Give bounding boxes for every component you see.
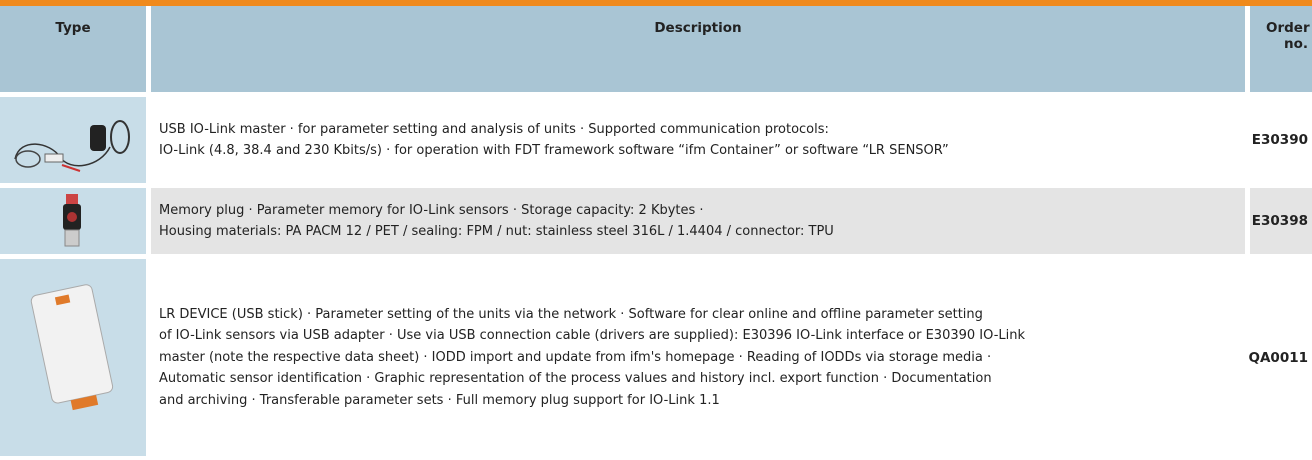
usb-stick-icon [30, 284, 114, 411]
description-line: Memory plug · Parameter memory for IO-Li… [159, 202, 704, 218]
description-line: LR DEVICE (USB stick) · Parameter settin… [159, 306, 983, 322]
description-line: IO-Link (4.8, 38.4 and 230 Kbits/s) · fo… [159, 143, 949, 158]
product-image [0, 188, 146, 254]
header-type: Type [0, 6, 146, 92]
description: Memory plug · Parameter memory for IO-Li… [151, 188, 1245, 254]
description-line: and archiving · Transferable parameter s… [159, 392, 720, 408]
order-number: E30390 [1251, 132, 1308, 148]
top-bar [0, 0, 1312, 6]
description: LR DEVICE (USB stick) · Parameter settin… [151, 259, 1245, 456]
description-line: of IO-Link sensors via USB adapter · Use… [159, 328, 1026, 344]
description-line: Housing materials: PA PACM 12 / PET / se… [159, 224, 834, 239]
description-line: USB IO-Link master · for parameter setti… [159, 121, 829, 137]
memory-plug-icon [63, 194, 81, 247]
order-number: QA0011 [1248, 349, 1309, 366]
description-line: Automatic sensor identification · Graphi… [159, 371, 992, 387]
product-image [0, 259, 146, 456]
product-image [0, 97, 146, 183]
description-line: master (note the respective data sheet) … [159, 349, 992, 365]
header-description: Description [151, 6, 1245, 92]
usb-master-icon [14, 120, 130, 172]
header-order: Order no. [1250, 6, 1312, 92]
order-number: E30398 [1250, 188, 1312, 254]
description: USB IO-Link master · for parameter setti… [151, 97, 1245, 183]
